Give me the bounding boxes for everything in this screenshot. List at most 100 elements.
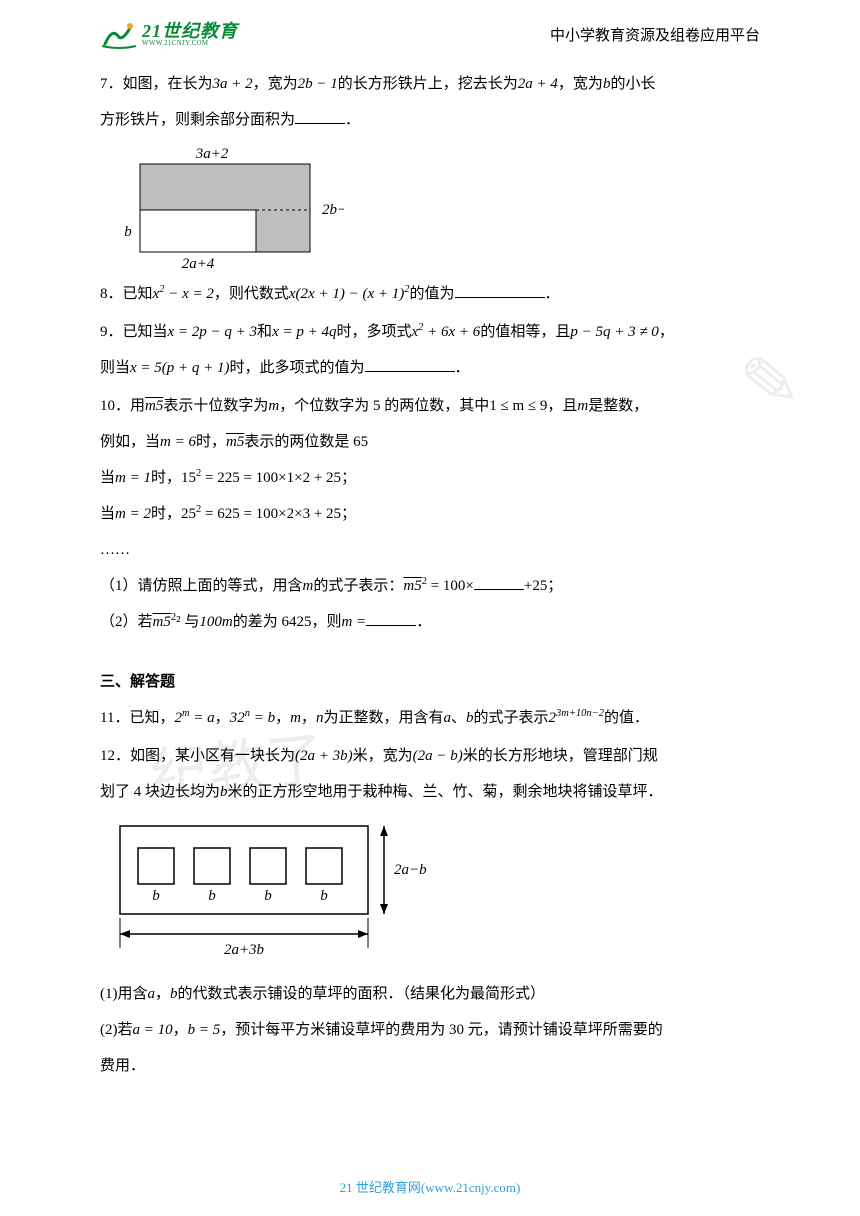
math: m [290,710,301,726]
blank [455,282,545,299]
question-11: 11．已知，2m = a，32n = b，m，n为正整数，用含有a、b的式子表示… [100,700,760,736]
text: ，且 [547,398,577,414]
text: 当 [100,506,115,522]
math: m = 2 [115,506,151,522]
math: x(2x + 1) − (x + 1)2 [289,286,410,302]
text: 、 [451,710,466,726]
math: b = 5 [188,1022,221,1038]
math: p − 5q + 3 ≠ 0 [570,324,658,340]
math-overline: m5 [153,614,171,630]
text: …… [100,542,130,558]
svg-text:b: b [124,224,132,240]
text: （1）请仿照上面的等式，用含 [100,578,303,594]
math: b [170,986,178,1002]
svg-text:2a+4: 2a+4 [182,256,215,270]
text: 的式子表示： [313,578,403,594]
question-8: 8．已知x2 − x = 2，则代数式x(2x + 1) − (x + 1)2的… [100,276,760,312]
text: ； [341,506,356,522]
svg-text:2b−1: 2b−1 [322,202,344,218]
page-footer: 21 世纪教育网(www.21cnjy.com) [0,1177,860,1196]
math: 32n = b [230,710,275,726]
math: 1 ≤ m ≤ 9 [489,398,547,414]
logo-main: 21世纪教育 [142,22,238,40]
svg-text:3a+2: 3a+2 [195,146,229,162]
blank [365,356,455,373]
text: 的值为 [410,286,455,302]
text: ，预计每平方米铺设草坪的费用为 30 元，请预计铺设草坪所需要的 [220,1022,663,1038]
text: 7．如图，在长为 [100,76,213,92]
text: 时，此多项式的值为 [230,360,365,376]
math: a [443,710,451,726]
math: 252 = 625 = 100×2×3 + 25 [181,506,341,522]
diagram-q7: 3a+2 2b−1 b 2a+4 [112,142,344,270]
text: ，则代数式 [214,286,289,302]
text: 的差为 6425，则 [233,614,342,630]
text: 12．如图，某小区有一块长为 [100,748,295,764]
math: 2m = a [174,710,214,726]
diagram-q12: b b b b 2a−b 2a+3b [112,818,444,966]
blank [366,610,416,627]
text: ； [341,470,356,486]
text: ，个位数字为 5 的两位数，其中 [279,398,489,414]
logo-sub: WWW.21CNJY.COM [142,40,238,47]
math: m = [341,614,366,630]
text: ，宽为 [558,76,603,92]
text: +25； [524,578,562,594]
text: ． [416,614,431,630]
math: (2a + 3b) [295,748,353,764]
text: 米的正方形空地用于栽种梅、兰、竹、菊，剩余地块将铺设草坪． [228,784,663,800]
math: m = 6 [160,434,196,450]
content: 7．如图，在长为3a + 2，宽为2b − 1的长方形铁片上，挖去长为2a + … [0,56,860,1084]
logo: 21世纪教育 WWW.21CNJY.COM [100,18,238,50]
text: 米，宽为 [353,748,413,764]
math: m [577,398,588,414]
math: m = 1 [115,470,151,486]
text: 是整数， [588,398,648,414]
section-3-title: 三、解答题 [100,664,760,700]
svg-text:2a−b: 2a−b [394,862,427,878]
math: 2b − 1 [298,76,338,92]
text: ． [455,360,470,376]
math-overline: m5 [403,578,421,594]
math: a [148,986,156,1002]
math: b [220,784,228,800]
text: 的代数式表示铺设的草坪的面积．（结果化为最简形式） [178,986,546,1002]
svg-text:b: b [320,888,328,904]
question-10: 10．用m5表示十位数字为m，个位数字为 5 的两位数，其中1 ≤ m ≤ 9，… [100,388,760,640]
text: (2)若 [100,1022,133,1038]
text: ， [275,710,290,726]
text: 方形铁片，则剩余部分面积为 [100,112,295,128]
math: x2 + 6x + 6 [411,324,480,340]
text: ， [155,986,170,1002]
text: 10．用 [100,398,145,414]
blank [295,108,345,125]
text: 划了 4 块边长均为 [100,784,220,800]
blank [474,574,524,591]
text: ， [173,1022,188,1038]
text: 的式子表示 [473,710,548,726]
question-12-sub: (1)用含a，b的代数式表示铺设的草坪的面积．（结果化为最简形式） (2)若a … [100,976,760,1084]
logo-text: 21世纪教育 WWW.21CNJY.COM [142,22,238,47]
svg-text:b: b [264,888,272,904]
text: (1)用含 [100,986,148,1002]
text: ， [301,710,316,726]
text: ² 与 [176,614,199,630]
text: （2）若 [100,614,153,630]
math: (2a − b) [413,748,463,764]
text: 的小长 [610,76,655,92]
math: x = 5(p + q + 1) [130,360,230,376]
math: 3a + 2 [213,76,253,92]
math: 23m+10n−2 [548,710,604,726]
text: ． [345,112,360,128]
text: ， [215,710,230,726]
question-9: 9．已知当x = 2p − q + 3和x = p + 4q时，多项式x2 + … [100,314,760,386]
text: 则当 [100,360,130,376]
text: 和 [257,324,272,340]
text: 表示的两位数是 65 [244,434,368,450]
text: ． [545,286,560,302]
logo-icon [100,18,138,50]
text: 的值． [604,710,649,726]
math: x2 − x = 2 [153,286,214,302]
text: 时， [196,434,226,450]
text: 11．已知， [100,710,174,726]
